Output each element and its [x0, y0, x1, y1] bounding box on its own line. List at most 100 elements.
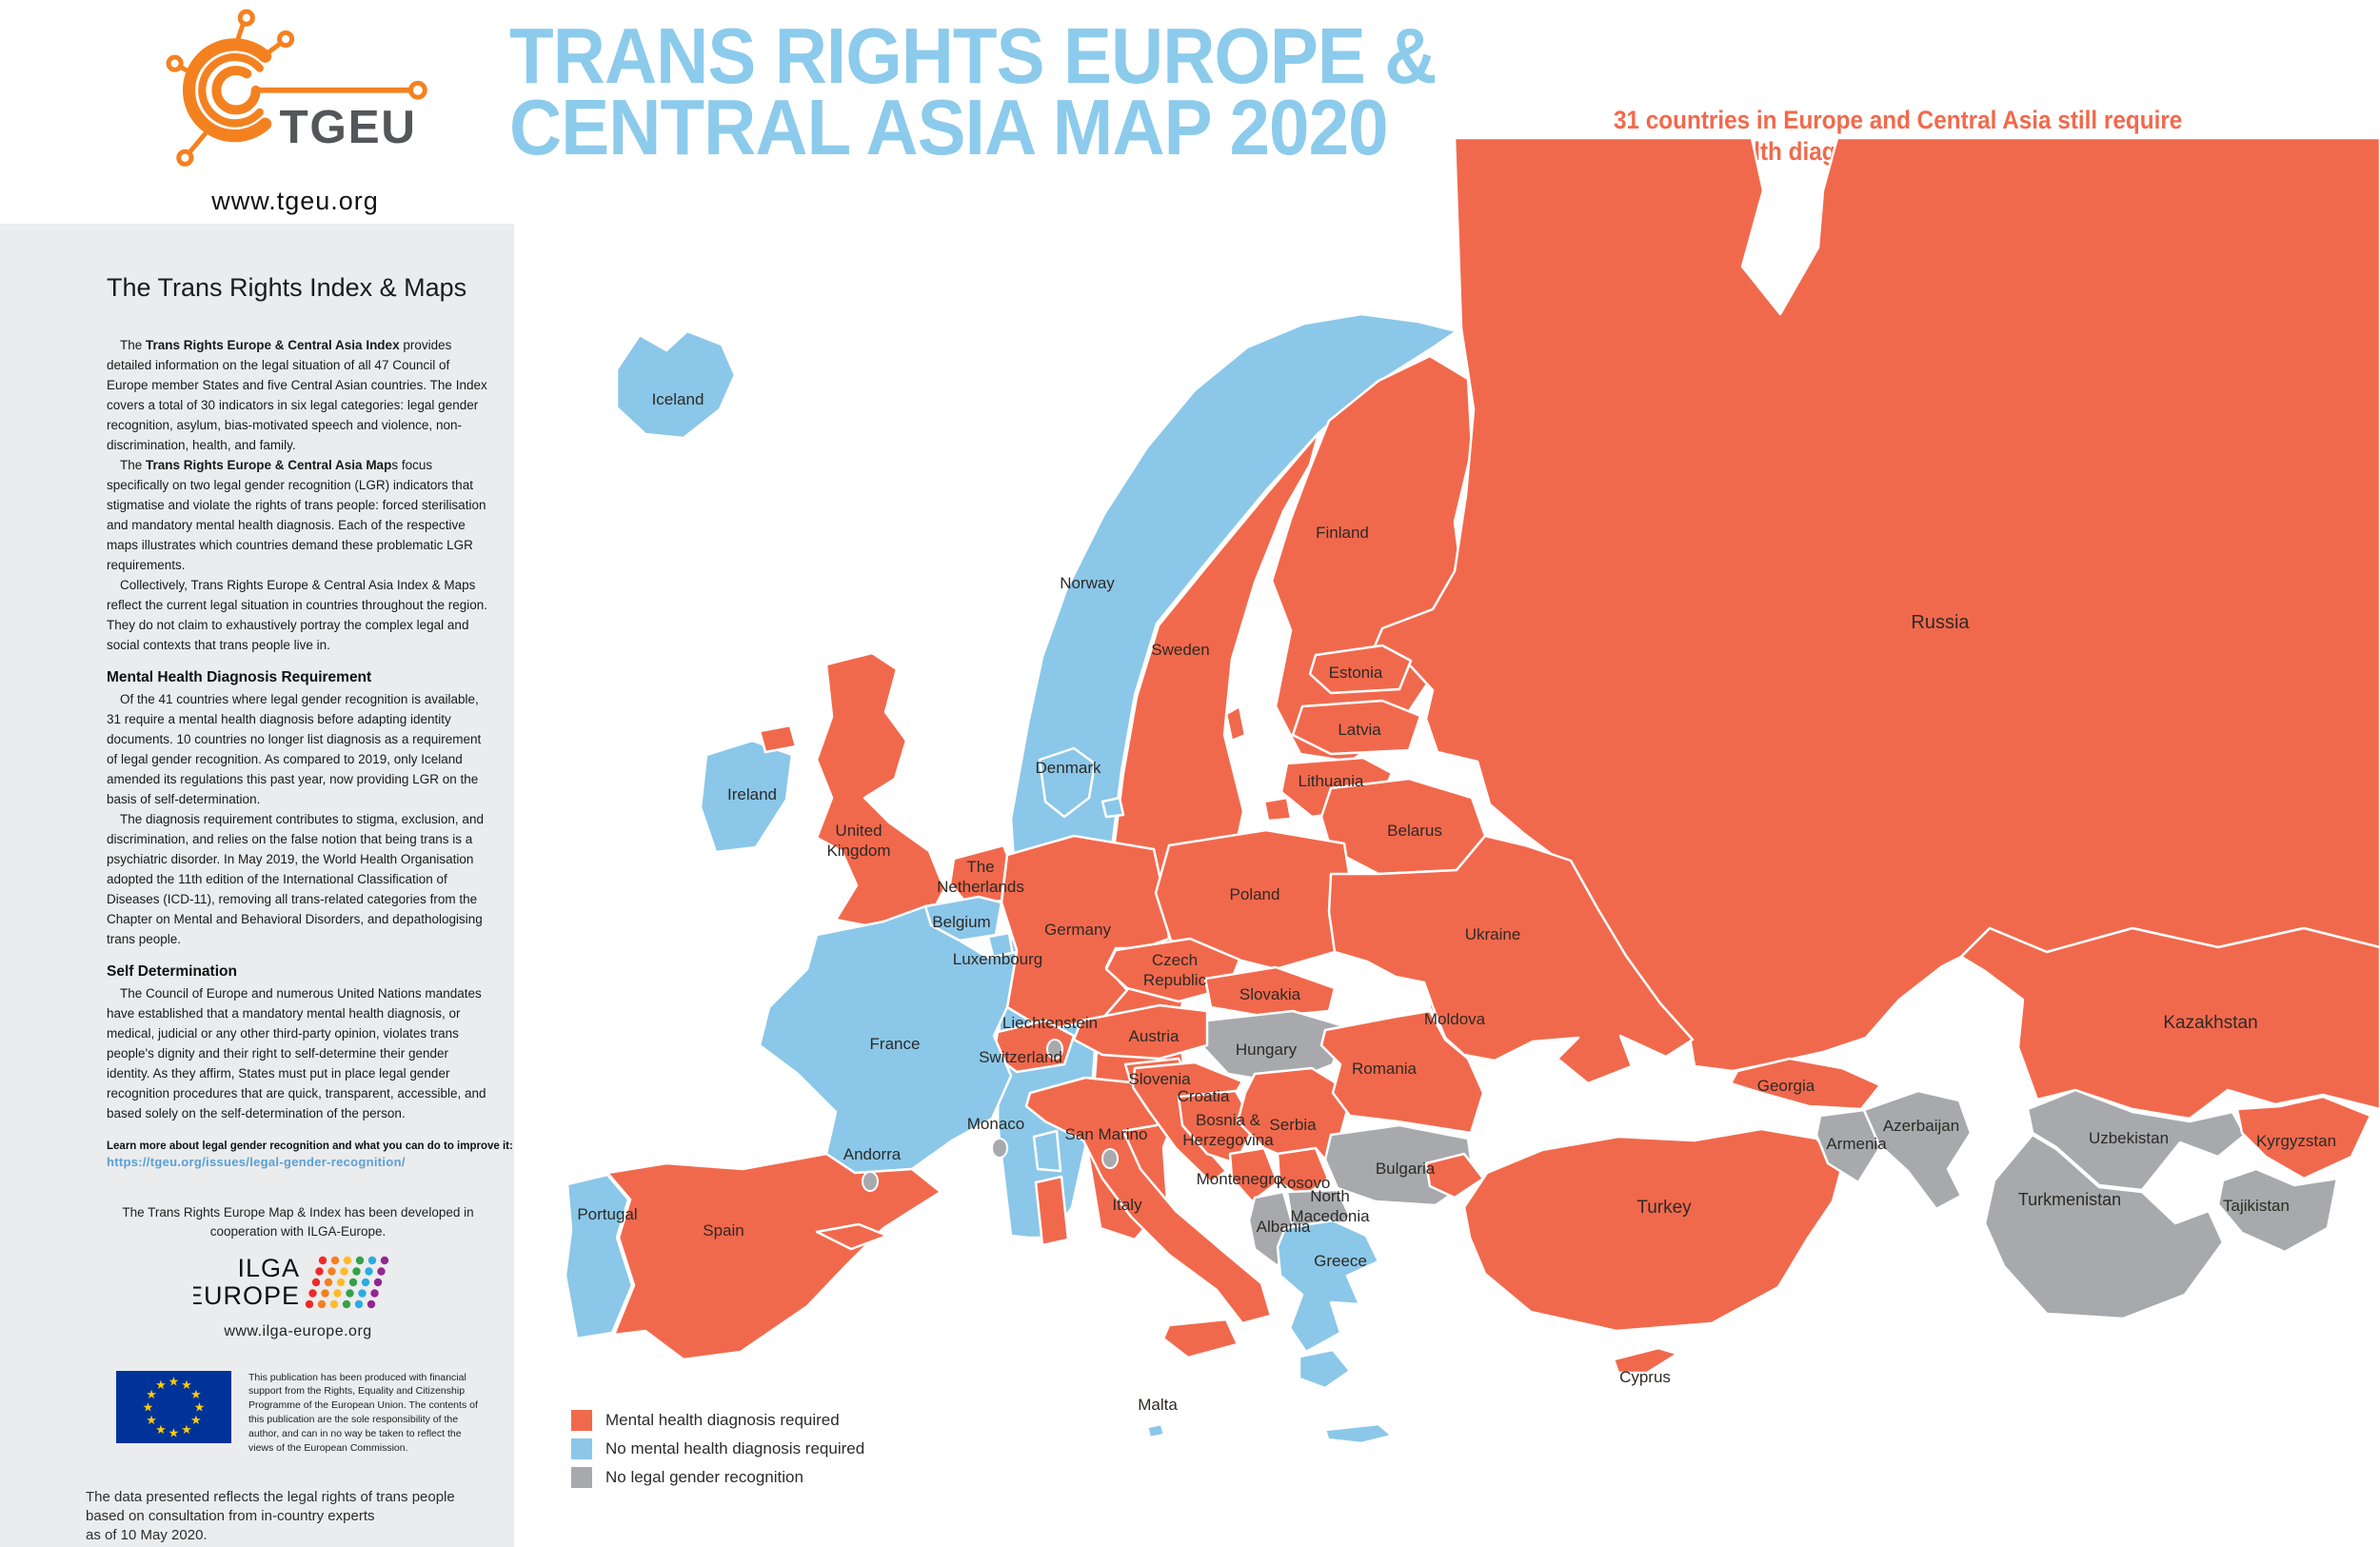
map-label-bosnia: Bosnia & Herzegovina: [1182, 1111, 1274, 1149]
ilga-dot: [354, 1299, 364, 1308]
map-label-liechtenstein: Liechtenstein: [1002, 1014, 1098, 1032]
country-montenegro: [1228, 1146, 1279, 1203]
eu-star: ★: [194, 1399, 206, 1414]
ilga-dot: [321, 1288, 329, 1298]
eu-flag: ★ ★★★★★★★★★★★: [116, 1370, 231, 1443]
learn-more-text: Learn more about legal gender recognitio…: [107, 1140, 513, 1152]
map-label-sanmarino: San Marino: [1065, 1125, 1148, 1143]
map-label-belarus: Belarus: [1387, 822, 1442, 840]
map-label-france: France: [870, 1035, 921, 1053]
tgeu-wordmark: TGEU: [279, 100, 416, 153]
microstate-dot-sanmarino: [1101, 1148, 1119, 1169]
country-spain: [815, 1222, 889, 1251]
country-sweden: [1224, 704, 1247, 743]
legend-label-not-required: No mental health diagnosis required: [605, 1439, 865, 1458]
disclaimer-line-2: based on consultation from in-country ex…: [86, 1507, 375, 1524]
map-label-armenia: Armenia: [1826, 1135, 1887, 1153]
p1-pre: The: [120, 338, 147, 352]
country-turkey: [1424, 1152, 1485, 1200]
collectively-paragraph: Collectively, Trans Rights Europe & Cent…: [107, 578, 487, 652]
ilga-dot: [367, 1256, 377, 1264]
map-label-denmark: Denmark: [1036, 759, 1101, 777]
country-italy: [1161, 1318, 1240, 1359]
ilga-dot: [327, 1266, 336, 1276]
mh-paragraph-1: Of the 41 countries where legal gender r…: [107, 692, 482, 806]
country-italy: [1034, 1175, 1070, 1247]
data-disclaimer: The data presented reflects the legal ri…: [86, 1488, 489, 1545]
map-label-azerbaijan: Azerbaijan: [1883, 1117, 1959, 1135]
eu-funding-text: This publication has been produced with …: [248, 1371, 478, 1455]
map-label-italy: Italy: [1112, 1196, 1142, 1214]
ilga-url: www.ilga-europe.org: [224, 1322, 372, 1339]
tgeu-url: www.tgeu.org: [211, 187, 379, 215]
ilga-dot: [352, 1266, 361, 1276]
country-poland: [1154, 828, 1356, 971]
map-label-kosovo: Kosovo: [1277, 1174, 1331, 1192]
index-paragraph: The Trans Rights Europe & Central Asia I…: [107, 335, 489, 455]
microstate-dot-monaco: [991, 1138, 1008, 1159]
legend-item-not-required: No mental health diagnosis required: [571, 1438, 864, 1459]
p2-bold: Trans Rights Europe & Central Asia Map: [146, 458, 392, 472]
country-azerbaijan: [1862, 1089, 1973, 1211]
map-label-latvia: Latvia: [1338, 721, 1381, 739]
microstate-dot-andorra: [862, 1171, 879, 1192]
country-malta: [1145, 1422, 1166, 1439]
legend-item-no-lgr: No legal gender recognition: [571, 1467, 864, 1488]
eu-star: ★: [169, 1425, 180, 1439]
country-romania: [1319, 1009, 1485, 1135]
map-label-andorra: Andorra: [843, 1145, 902, 1163]
sidebar-heading: The Trans Rights Index & Maps: [107, 273, 467, 302]
eu-star: ★: [146, 1413, 157, 1427]
map-label-monaco: Monaco: [967, 1115, 1024, 1133]
ilga-dot: [358, 1288, 367, 1298]
map-label-moldova: Moldova: [1424, 1010, 1486, 1028]
country-estonia: [1308, 644, 1413, 695]
legend-swatch-no-lgr: [571, 1467, 592, 1488]
map-label-lithuania: Lithuania: [1298, 772, 1364, 790]
map-label-hungary: Hungary: [1236, 1041, 1298, 1059]
map-label-kyrgyzstan: Kyrgyzstan: [2256, 1132, 2336, 1150]
map-label-germany: Germany: [1044, 921, 1111, 939]
eu-star: ★: [155, 1421, 167, 1436]
map-label-austria: Austria: [1129, 1027, 1180, 1045]
country-spain: [605, 1152, 942, 1361]
mh-heading: Mental Health Diagnosis Requirement: [107, 669, 372, 685]
eu-star: ★: [169, 1374, 180, 1388]
country-ukraine: [1327, 834, 1695, 1085]
map-label-slovakia: Slovakia: [1240, 985, 1301, 1003]
ilga-dot: [343, 1256, 352, 1264]
country-greece: [1276, 1219, 1380, 1354]
country-russia: [1262, 796, 1293, 823]
cooperation-line-2: cooperation with ILGA-Europe.: [209, 1224, 387, 1240]
ilga-dot: [308, 1288, 317, 1298]
mh-paragraph-2: The diagnosis requirement contributes to…: [107, 812, 484, 946]
country-kazakhstan: [1959, 926, 2380, 1121]
legend-label-required: Mental health diagnosis required: [605, 1411, 840, 1429]
p2-post: s focus specifically on two legal gender…: [107, 458, 486, 572]
lgr-link[interactable]: https://tgeu.org/issues/legal-gender-rec…: [107, 1155, 406, 1169]
map-legend: Mental health diagnosis required No ment…: [571, 1410, 864, 1496]
eu-star: ★: [155, 1378, 167, 1392]
maps-paragraph: The Trans Rights Europe & Central Asia M…: [107, 455, 489, 575]
ilga-dot: [330, 1256, 340, 1264]
eu-star: ★: [146, 1387, 157, 1401]
country-georgia: [1729, 1057, 1882, 1111]
microstate-dot-liechtenstein: [1046, 1039, 1063, 1060]
map-label-bulgaria: Bulgaria: [1376, 1160, 1436, 1178]
country-france: [1032, 1129, 1062, 1173]
legend-swatch-not-required: [571, 1438, 592, 1459]
map-label-albania: Albania: [1257, 1218, 1311, 1236]
map-label-ireland: Ireland: [727, 785, 777, 803]
map-label-spain: Spain: [703, 1221, 744, 1240]
map-label-cyprus: Cyprus: [1619, 1368, 1671, 1386]
map-label-turkey: Turkey: [1636, 1198, 1692, 1218]
map-label-russia: Russia: [1911, 612, 1970, 633]
cooperation-text: The Trans Rights Europe Map & Index has …: [107, 1203, 489, 1242]
ilga-dot: [329, 1299, 339, 1308]
country-kosovo: [1276, 1146, 1330, 1200]
map-label-sweden: Sweden: [1151, 641, 1209, 659]
ilga-dots: [305, 1256, 389, 1308]
ilga-dot: [315, 1266, 324, 1276]
title-line-2: CENTRAL ASIA MAP 2020: [509, 82, 1389, 171]
map-label-kazakhstan: Kazakhstan: [2163, 1013, 2257, 1033]
